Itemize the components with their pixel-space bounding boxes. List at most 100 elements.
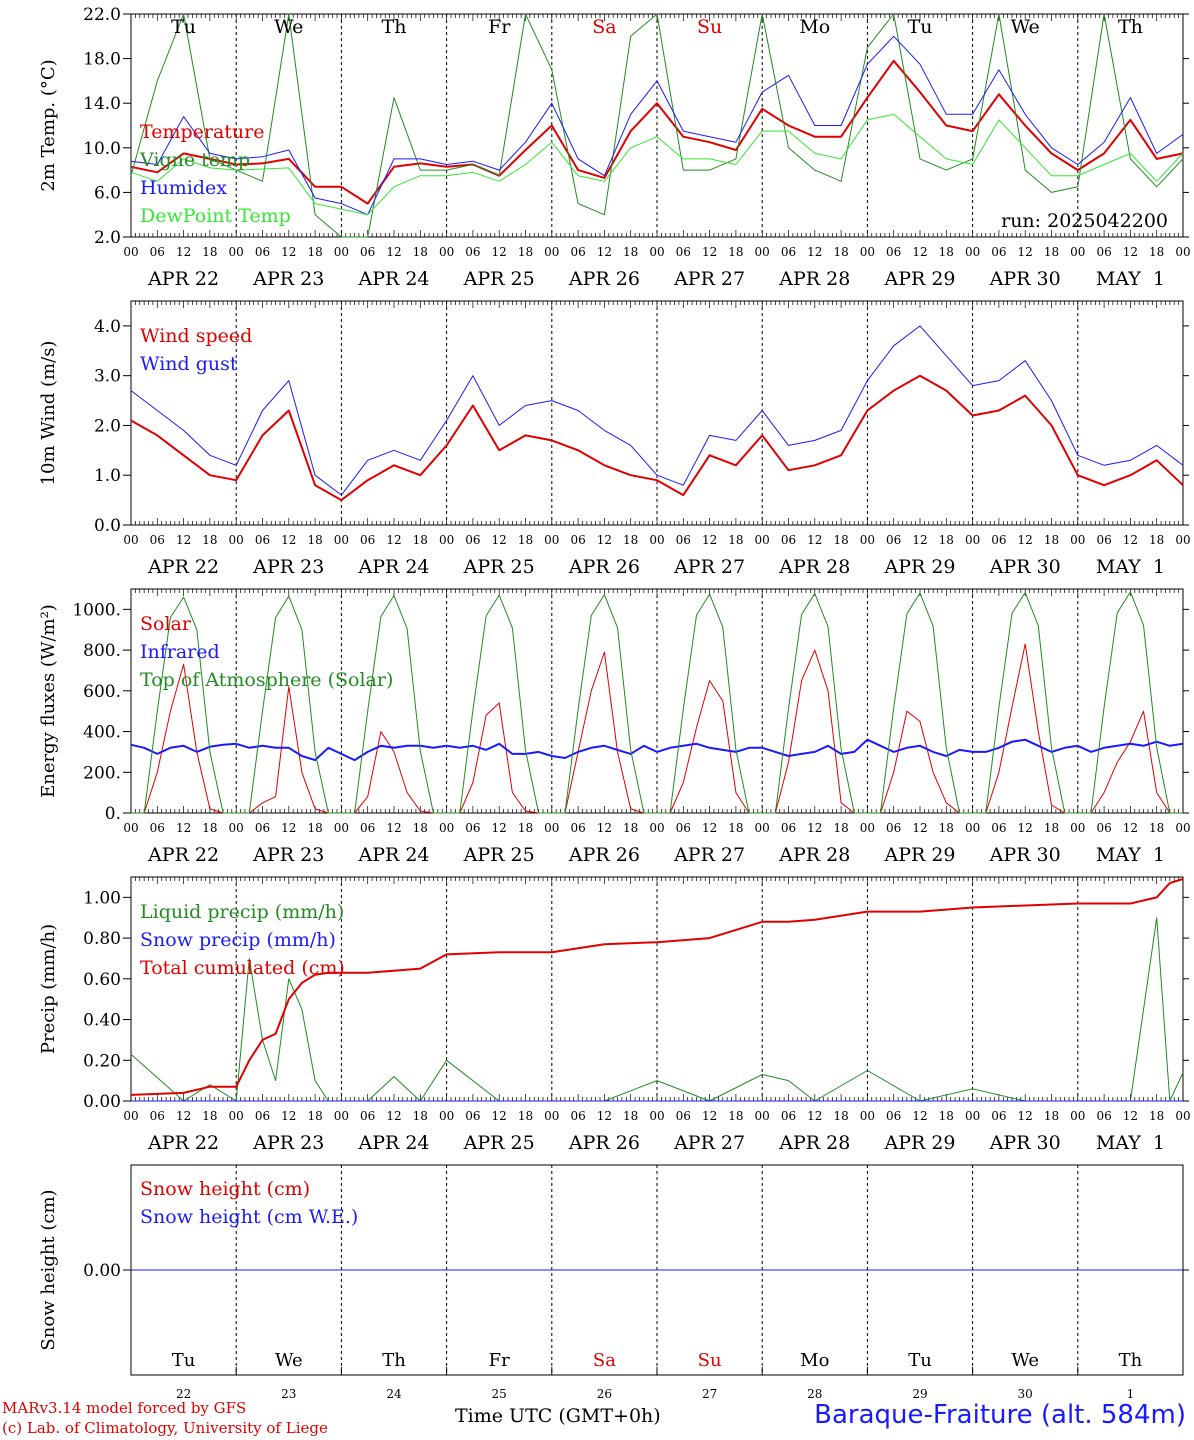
hour-tick-label: 18 xyxy=(307,245,322,259)
panel-4: 00 06 12 18 00 06 12 18 00 06 12 18 00 06 12 18 00 06 12 18… xyxy=(38,876,1191,1154)
hour-tick-label: 12 xyxy=(912,533,927,547)
legend-entry: Wind speed xyxy=(140,325,252,347)
hour-tick-label: 18 xyxy=(833,821,848,835)
date-label: APR 26 xyxy=(568,844,640,866)
weekday-label: Su xyxy=(698,1350,722,1371)
hour-tick-label: 18 xyxy=(413,821,428,835)
hour-tick-label: 06 xyxy=(150,533,165,547)
hour-tick-label: 12 xyxy=(1123,1109,1138,1123)
hour-tick-label: 00 xyxy=(439,245,454,259)
legend-entry: Solar xyxy=(140,613,192,635)
hour-tick-label: 18 xyxy=(728,821,743,835)
day-number-label: 27 xyxy=(702,1387,717,1401)
date-label: APR 23 xyxy=(252,268,324,290)
hour-tick-label: 00 xyxy=(229,245,244,259)
hour-tick-label: 18 xyxy=(623,821,638,835)
hour-tick-label: 00 xyxy=(439,533,454,547)
hour-tick-label: 06 xyxy=(150,1109,165,1123)
day-number-label: 30 xyxy=(1018,1387,1033,1401)
hour-tick-label: 00 xyxy=(860,1109,875,1123)
hour-tick-label: 00 xyxy=(755,245,770,259)
hour-tick-label: 00 xyxy=(1175,533,1190,547)
series-line xyxy=(130,35,1184,216)
weekday-label: We xyxy=(1011,1350,1039,1371)
hour-tick-label: 18 xyxy=(728,1109,743,1123)
weekday-label: Tu xyxy=(908,16,933,38)
date-label: APR 29 xyxy=(883,844,955,866)
hour-tick-label: 06 xyxy=(1096,245,1111,259)
hour-tick-label: 06 xyxy=(570,245,585,259)
weekday-label: Fr xyxy=(489,1350,510,1371)
date-label: APR 24 xyxy=(357,1132,429,1154)
date-label: APR 23 xyxy=(252,1132,324,1154)
date-label: APR 26 xyxy=(568,1132,640,1154)
y-tick-label: 0.00 xyxy=(83,1092,121,1112)
y-axis-label: Snow height (cm) xyxy=(38,1189,59,1350)
hour-tick-label: 00 xyxy=(123,821,138,835)
hour-tick-label: 18 xyxy=(728,245,743,259)
hour-tick-label: 12 xyxy=(492,1109,507,1123)
day-number-label: 24 xyxy=(386,1387,402,1401)
series-line xyxy=(130,374,1184,502)
hour-tick-label: 06 xyxy=(570,1109,585,1123)
day-number-label: 1 xyxy=(1127,1387,1135,1401)
series-line xyxy=(130,878,1184,1096)
date-label: APR 25 xyxy=(463,268,535,290)
hour-tick-label: 18 xyxy=(518,245,533,259)
hour-tick-label: 06 xyxy=(991,245,1006,259)
hour-tick-label: 12 xyxy=(492,533,507,547)
y-axis-label: 2m Temp. (°C) xyxy=(38,59,59,191)
series-line xyxy=(131,591,1183,814)
hour-tick-label: 12 xyxy=(1018,1109,1033,1123)
y-tick-label: 0.80 xyxy=(83,929,121,949)
hour-tick-label: 18 xyxy=(939,533,954,547)
run-annotation: run: 2025042200 xyxy=(1001,210,1168,232)
date-label: APR 24 xyxy=(357,268,429,290)
hour-tick-label: 06 xyxy=(360,245,375,259)
hour-tick-label: 12 xyxy=(176,821,191,835)
hour-tick-label: 12 xyxy=(176,533,191,547)
weekday-label: Sa xyxy=(592,16,616,38)
weekday-label: We xyxy=(1011,16,1040,38)
panel-5: Tu We Th Fr Sa Su Mo Tu We Th 22 23 24 25 26 27 28 29 30 1 0… xyxy=(38,1164,1189,1401)
date-label: APR 27 xyxy=(673,268,745,290)
hour-tick-label: 06 xyxy=(886,533,901,547)
hour-tick-label: 18 xyxy=(623,533,638,547)
date-label: APR 22 xyxy=(147,556,219,578)
hour-tick-label: 00 xyxy=(544,1109,559,1123)
hour-tick-label: 06 xyxy=(150,245,165,259)
hour-tick-label: 12 xyxy=(281,533,296,547)
date-label: APR 29 xyxy=(883,268,955,290)
time-axis-label: Time UTC (GMT+0h) xyxy=(455,1405,661,1427)
hour-tick-label: 06 xyxy=(360,821,375,835)
legend-entry: Total cumulated (cm) xyxy=(140,957,345,979)
hour-tick-label: 06 xyxy=(676,821,691,835)
hour-tick-label: 12 xyxy=(807,821,822,835)
hour-tick-label: 18 xyxy=(518,821,533,835)
day-number-label: 23 xyxy=(281,1387,296,1401)
hour-tick-label: 12 xyxy=(702,533,717,547)
hour-tick-label: 12 xyxy=(912,821,927,835)
hour-tick-label: 18 xyxy=(623,1109,638,1123)
y-tick-label: 200. xyxy=(83,763,121,783)
date-label: APR 30 xyxy=(989,844,1061,866)
hour-tick-label: 00 xyxy=(334,533,349,547)
weekday-label: Th xyxy=(382,1350,406,1371)
hour-tick-label: 12 xyxy=(386,533,401,547)
legend-entry: Humidex xyxy=(140,177,227,199)
hour-tick-label: 18 xyxy=(1149,533,1164,547)
weekday-label: Mo xyxy=(800,1350,829,1371)
date-label: APR 29 xyxy=(883,556,955,578)
panel-3: 00 06 12 18 00 06 12 18 00 06 12 18 00 06 12 18 00 06 12 18… xyxy=(38,588,1191,866)
hour-tick-label: 12 xyxy=(386,821,401,835)
y-tick-label: 18.0 xyxy=(83,50,121,70)
series-line xyxy=(130,738,1184,762)
y-tick-label: 0.00 xyxy=(83,1261,121,1281)
y-tick-label: 2.0 xyxy=(94,228,121,248)
legend-entry: Top of Atmosphere (Solar) xyxy=(140,669,393,691)
y-tick-label: 0.0 xyxy=(94,516,121,536)
hour-tick-label: 18 xyxy=(202,1109,217,1123)
date-label: APR 24 xyxy=(357,844,429,866)
hour-tick-label: 12 xyxy=(807,533,822,547)
legend-entry: Temperature xyxy=(140,121,264,143)
